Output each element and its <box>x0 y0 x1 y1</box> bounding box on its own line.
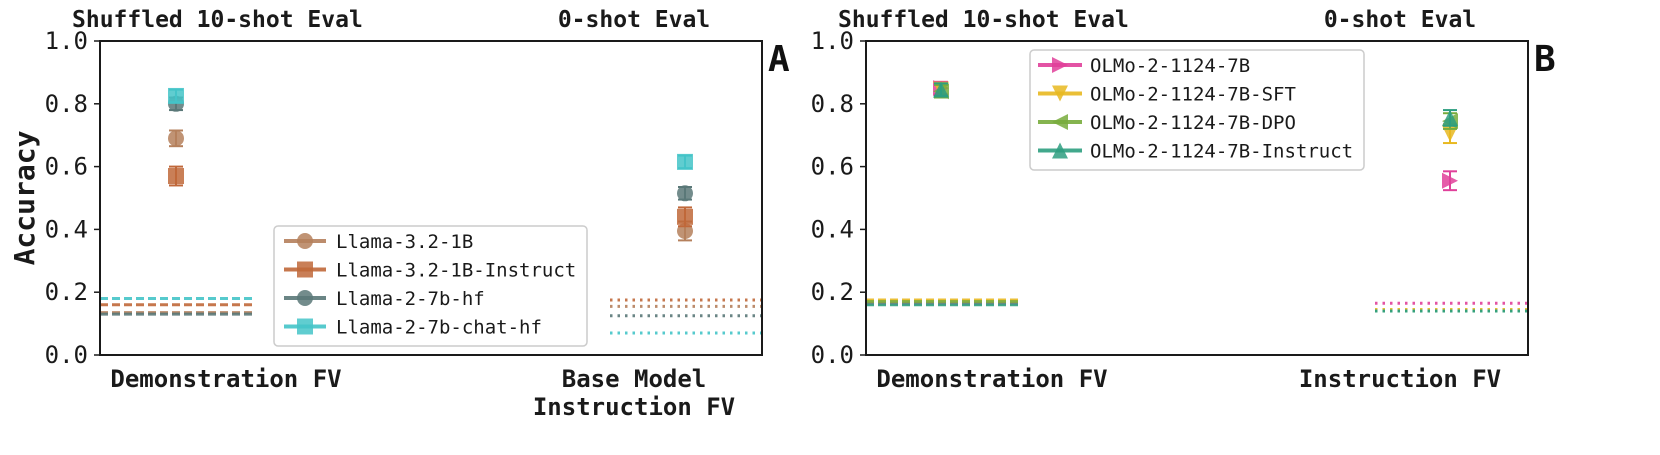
legend-box <box>273 225 588 347</box>
y-tick-label: 0.6 <box>811 153 854 181</box>
x-category-label: Instruction FV <box>1299 365 1501 393</box>
x-category-label: Base Model <box>562 365 707 393</box>
x-category-label: Demonstration FV <box>876 365 1107 393</box>
legend-label: Llama-3.2-1B <box>336 231 473 253</box>
data-point <box>168 168 184 185</box>
x-category-label: Demonstration FV <box>110 365 341 393</box>
y-tick-label: 0.0 <box>811 341 854 369</box>
legend-marker <box>297 233 313 249</box>
data-point <box>677 185 693 202</box>
y-axis-label: Accuracy <box>8 130 41 265</box>
y-tick-label: 0.2 <box>45 278 88 306</box>
legend-label: OLMo-2-1124-7B-SFT <box>1090 84 1296 106</box>
data-point <box>1442 109 1458 126</box>
section-title: 0-shot Eval <box>558 7 710 33</box>
y-tick-label: 0.0 <box>45 341 88 369</box>
plot-frame <box>99 40 763 356</box>
legend-marker <box>297 290 313 306</box>
legend: OLMo-2-1124-7B OLMo-2-1124-7B-SFT OLMo-2-1… <box>1029 49 1365 171</box>
legend-label: OLMo-2-1124-7B-DPO <box>1090 112 1296 134</box>
x-category-label: Instruction FV <box>533 393 735 421</box>
y-tick-label: 1.0 <box>45 27 88 55</box>
legend-marker <box>297 261 313 278</box>
data-point <box>677 208 693 225</box>
legend-marker <box>1052 142 1068 159</box>
data-point <box>677 153 693 170</box>
legend-marker <box>1052 57 1068 73</box>
legend-box <box>1029 49 1365 171</box>
y-tick-label: 0.8 <box>811 90 854 118</box>
legend-marker <box>297 318 313 335</box>
chart-panel-A: 0.0 0.2 0.4 0.6 0.8 1.0 Accuracy Shuffled 10-sh… <box>8 7 790 421</box>
plot-frame <box>865 40 1529 356</box>
legend: Llama-3.2-1B Llama-3.2-1B-Instruct Llama-2… <box>273 225 588 347</box>
section-title: Shuffled 10-shot Eval <box>72 7 363 33</box>
legend-label: OLMo-2-1124-7B <box>1090 55 1250 77</box>
legend-marker <box>1052 85 1068 102</box>
y-tick-label: 0.8 <box>45 90 88 118</box>
section-title: 0-shot Eval <box>1324 7 1476 33</box>
legend-label: OLMo-2-1124-7B-Instruct <box>1090 141 1353 163</box>
data-point <box>168 130 184 147</box>
panel-label: A <box>768 39 790 80</box>
y-tick-label: 0.4 <box>811 215 854 243</box>
panel-label: B <box>1534 39 1556 80</box>
y-tick-label: 0.6 <box>45 153 88 181</box>
legend-marker <box>1052 114 1068 130</box>
legend-label: Llama-2-7b-chat-hf <box>336 317 542 339</box>
y-tick-label: 0.2 <box>811 278 854 306</box>
y-tick-label: 1.0 <box>811 27 854 55</box>
data-point <box>1442 172 1458 189</box>
legend-label: Llama-3.2-1B-Instruct <box>336 260 576 282</box>
y-tick-label: 0.4 <box>45 215 88 243</box>
section-title: Shuffled 10-shot Eval <box>838 7 1129 33</box>
data-point <box>168 87 184 104</box>
data-point <box>933 81 949 98</box>
legend-label: Llama-2-7b-hf <box>336 288 485 310</box>
